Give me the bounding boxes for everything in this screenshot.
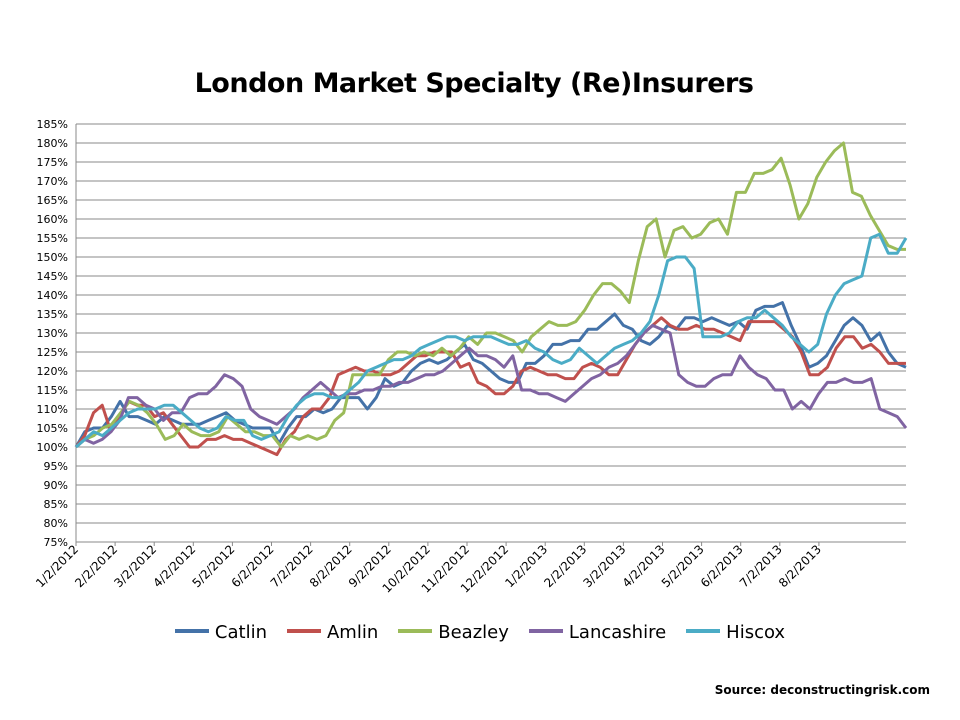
y-tick-label: 135% [37, 308, 68, 321]
y-tick-label: 140% [37, 289, 68, 302]
y-tick-label: 165% [37, 194, 68, 207]
legend-swatch [686, 629, 721, 633]
y-tick-label: 125% [37, 346, 68, 359]
series-lines [74, 141, 908, 457]
legend-label: Lancashire [568, 622, 667, 643]
series-line-amlin [74, 316, 906, 457]
y-tick-label: 175% [37, 156, 68, 169]
y-tick-label: 185% [37, 118, 68, 131]
axes [75, 124, 906, 546]
legend-item-lancashire: Lancashire [528, 622, 667, 643]
y-tick-labels: 75% 80% 85% 90% 95% 100% 105% 110% 115% 120% 125% 1… [37, 118, 68, 549]
legend-swatch [174, 629, 209, 633]
y-tick-label: 95% [44, 460, 68, 473]
series-line-lancashire [75, 323, 908, 449]
legend-label: Hiscox [726, 622, 786, 643]
legend-label: Amlin [326, 622, 379, 643]
y-tick-label: 75% [44, 536, 68, 549]
y-tick-label: 155% [37, 232, 68, 245]
y-tick-label: 170% [37, 175, 68, 188]
y-tick-label: 90% [44, 479, 68, 492]
legend-swatch [528, 629, 563, 633]
legend-label: Beazley [438, 622, 509, 643]
legend-item-beazley: Beazley [398, 622, 509, 643]
y-tick-label: 120% [37, 365, 68, 378]
source-credit: Source: deconstructingrisk.com [714, 683, 930, 697]
x-tick-label: 8/2/2013 [776, 542, 824, 590]
y-tick-label: 130% [37, 327, 68, 340]
y-tick-label: 180% [37, 137, 68, 150]
series-line-hiscox [75, 232, 908, 449]
y-tick-label: 145% [37, 270, 68, 283]
legend-item-hiscox: Hiscox [686, 622, 785, 643]
y-tick-label: 100% [37, 441, 68, 454]
y-tick-label: 115% [37, 384, 68, 397]
series-line-beazley [75, 141, 906, 449]
chart-title: London Market Specialty (Re)Insurers [194, 68, 754, 99]
y-tick-label: 110% [37, 403, 68, 416]
y-tick-label: 105% [37, 422, 68, 435]
y-tick-label: 80% [44, 517, 68, 530]
legend: Catlin Amlin Beazley Lancashire Hiscox [0, 622, 960, 643]
y-tick-label: 85% [44, 498, 68, 511]
legend-label: Catlin [214, 622, 267, 643]
legend-item-catlin: Catlin [174, 622, 267, 643]
y-tick-label: 150% [37, 251, 68, 264]
legend-swatch [398, 629, 433, 633]
x-tick-labels: 1/2/20122/2/20123/2/20124/2/20125/2/2012… [33, 542, 824, 595]
y-tick-label: 160% [37, 213, 68, 226]
legend-swatch [286, 629, 321, 633]
legend-item-amlin: Amlin [286, 622, 379, 643]
series-line-catlin [74, 301, 907, 448]
